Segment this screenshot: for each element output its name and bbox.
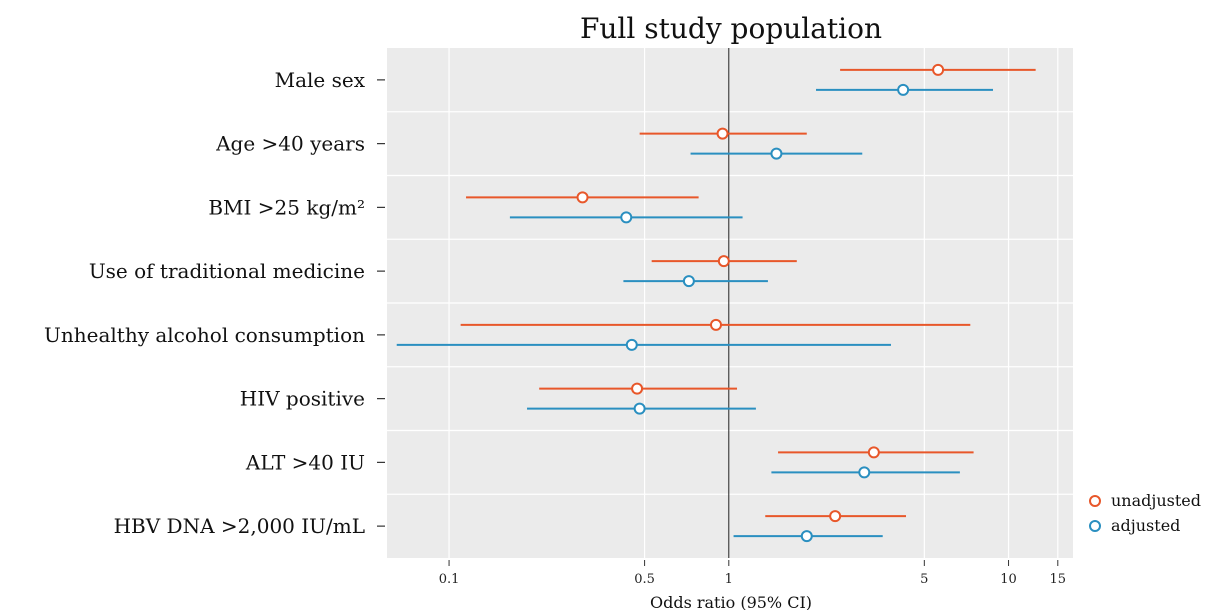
- category-label: ALT >40 IU: [245, 450, 365, 474]
- category-label: HIV positive: [240, 387, 365, 411]
- unadjusted-point: [716, 127, 729, 140]
- unadjusted-point: [867, 446, 880, 459]
- adjusted-legend-marker: [1089, 520, 1101, 532]
- unadjusted-legend-marker: [1089, 495, 1101, 507]
- unadjusted-point: [631, 382, 644, 395]
- x-tick-label: 5: [920, 572, 928, 587]
- adjusted-point: [625, 338, 638, 351]
- adjusted-point: [858, 466, 871, 479]
- grid-lines: [387, 48, 1073, 558]
- category-labels: Male sex Age >40 years BMI >25 kg/m² Use of…: [44, 68, 385, 538]
- category-label: HBV DNA >2,000 IU/mL: [114, 514, 365, 538]
- unadjusted-point: [717, 255, 730, 268]
- category-label: Age >40 years: [215, 132, 365, 156]
- x-axis-title: Odds ratio (95% CI): [650, 593, 812, 610]
- unadjusted-legend-label: unadjusted: [1111, 491, 1201, 510]
- category-label: Male sex: [275, 68, 366, 92]
- x-axis-ticks: 0.1 0.5 1 5 10 15: [439, 560, 1066, 587]
- category-label: Use of traditional medicine: [89, 259, 365, 283]
- x-tick-label: 1: [725, 572, 733, 587]
- adjusted-point: [633, 402, 646, 415]
- adjusted-legend-label: adjusted: [1111, 516, 1180, 535]
- adjusted-point: [620, 211, 633, 224]
- unadjusted-point: [709, 318, 722, 331]
- data-marks: [396, 63, 1036, 543]
- unadjusted-point: [932, 63, 945, 76]
- x-tick-label: 0.5: [634, 572, 655, 587]
- x-tick-label: 0.1: [439, 572, 460, 587]
- category-label: BMI >25 kg/m²: [208, 195, 365, 219]
- adjusted-point: [770, 147, 783, 160]
- x-tick-label: 15: [1050, 572, 1067, 587]
- unadjusted-point: [829, 510, 842, 523]
- adjusted-point: [897, 83, 910, 96]
- unadjusted-point: [576, 191, 589, 204]
- adjusted-point: [800, 530, 813, 543]
- x-tick-label: 10: [1000, 572, 1017, 587]
- category-label: Unhealthy alcohol consumption: [44, 323, 365, 347]
- chart-title: Full study population: [580, 12, 882, 45]
- legend: unadjusted adjusted: [1089, 491, 1201, 535]
- adjusted-point: [682, 275, 695, 288]
